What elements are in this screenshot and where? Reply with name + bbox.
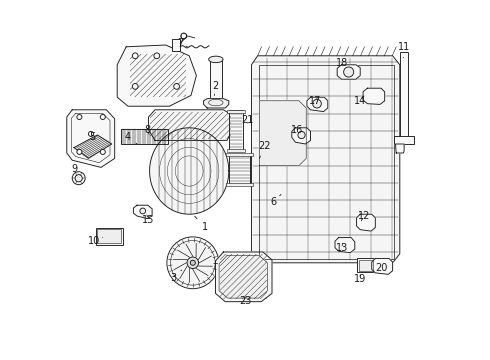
Polygon shape — [363, 88, 385, 104]
Polygon shape — [216, 252, 272, 302]
Circle shape — [154, 53, 160, 59]
Bar — [227, 149, 245, 152]
Text: 4: 4 — [125, 132, 137, 144]
Text: 18: 18 — [336, 58, 348, 68]
Ellipse shape — [209, 99, 223, 106]
Bar — [229, 155, 250, 185]
Polygon shape — [251, 56, 400, 263]
Text: 14: 14 — [354, 96, 367, 106]
Circle shape — [132, 53, 138, 59]
Polygon shape — [74, 135, 112, 158]
Polygon shape — [219, 256, 268, 298]
Bar — [96, 228, 122, 245]
Text: 13: 13 — [336, 243, 348, 253]
Circle shape — [298, 131, 305, 139]
Circle shape — [75, 175, 82, 182]
Bar — [226, 183, 253, 186]
Circle shape — [174, 84, 179, 89]
Text: 17: 17 — [309, 96, 321, 106]
Circle shape — [77, 149, 82, 154]
Bar — [357, 258, 374, 272]
Text: 23: 23 — [239, 296, 251, 306]
Circle shape — [171, 240, 215, 285]
Text: 1: 1 — [195, 216, 208, 232]
Bar — [172, 39, 180, 51]
Circle shape — [72, 172, 85, 185]
Bar — [359, 260, 373, 271]
Circle shape — [343, 67, 354, 77]
Polygon shape — [117, 45, 196, 106]
Text: 19: 19 — [354, 274, 367, 284]
Circle shape — [100, 114, 105, 120]
Polygon shape — [67, 110, 115, 167]
Text: 3: 3 — [170, 270, 182, 283]
Polygon shape — [337, 65, 360, 79]
Text: 16: 16 — [291, 125, 303, 135]
Text: 5: 5 — [89, 132, 95, 142]
Circle shape — [167, 237, 219, 289]
Circle shape — [313, 99, 321, 108]
Text: 20: 20 — [376, 263, 388, 273]
Ellipse shape — [209, 56, 223, 63]
Polygon shape — [372, 258, 392, 274]
Circle shape — [100, 149, 105, 154]
Circle shape — [88, 131, 94, 136]
Polygon shape — [72, 113, 110, 163]
Text: 8: 8 — [145, 125, 151, 135]
Text: 21: 21 — [242, 114, 254, 125]
Bar — [259, 65, 394, 259]
Polygon shape — [133, 205, 152, 219]
Polygon shape — [292, 128, 311, 144]
Bar — [227, 110, 245, 113]
Circle shape — [132, 84, 138, 89]
Text: 22: 22 — [259, 141, 271, 158]
Polygon shape — [148, 110, 232, 140]
Circle shape — [77, 114, 82, 120]
Bar — [121, 129, 168, 144]
Text: 7: 7 — [177, 38, 187, 48]
Text: 11: 11 — [398, 42, 410, 58]
Text: 2: 2 — [212, 81, 219, 95]
Text: 15: 15 — [142, 215, 155, 225]
Bar — [226, 153, 253, 156]
Polygon shape — [307, 97, 328, 112]
Text: 9: 9 — [71, 164, 77, 174]
Bar — [210, 59, 222, 103]
Polygon shape — [204, 99, 229, 108]
Circle shape — [140, 208, 146, 214]
Bar — [98, 229, 121, 243]
Polygon shape — [395, 144, 404, 153]
Polygon shape — [357, 214, 375, 231]
Circle shape — [190, 260, 196, 265]
Bar — [400, 52, 409, 142]
Circle shape — [187, 257, 198, 269]
Bar — [394, 136, 414, 144]
Polygon shape — [259, 101, 306, 166]
Polygon shape — [149, 128, 229, 214]
Bar — [229, 110, 243, 151]
Text: 12: 12 — [358, 211, 370, 221]
Polygon shape — [335, 238, 355, 253]
Text: 6: 6 — [271, 194, 281, 207]
Text: 10: 10 — [88, 236, 103, 246]
